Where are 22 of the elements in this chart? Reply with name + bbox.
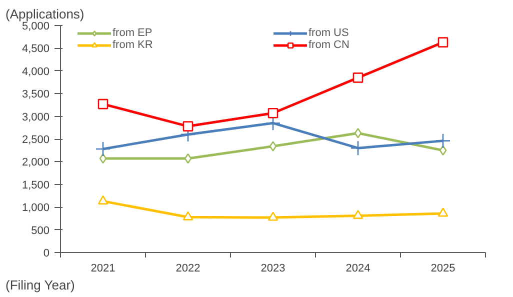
legend-label: from KR [112,39,154,51]
x-tick-label: 2024 [346,262,370,274]
y-tick-label: 4,500 [22,43,50,56]
y-tick-label: 4,000 [22,66,50,78]
y-axis-title: (Applications) [6,6,84,22]
y-tick-label: 3,500 [22,88,50,101]
y-tick-label: 2,500 [22,134,50,146]
legend-label: from US [308,27,350,39]
x-tick-label: 2025 [430,262,456,274]
y-tick-label: 0 [43,248,50,260]
legend-label: from CN [308,39,350,51]
y-tick-label: 500 [31,224,50,237]
y-tick-label: 1,000 [22,202,50,214]
y-tick-label: 3,000 [22,111,50,124]
y-tick-label: 1,500 [22,179,50,192]
y-tick-label: 2,000 [22,156,50,169]
x-tick-label: 2023 [260,262,286,274]
legend-label: from EP [112,27,154,39]
x-tick-label: 2022 [176,262,200,274]
x-axis-title: (Filing Year) [6,278,75,292]
y-tick-label: 5,000 [22,20,50,32]
x-tick-label: 2021 [90,262,116,274]
